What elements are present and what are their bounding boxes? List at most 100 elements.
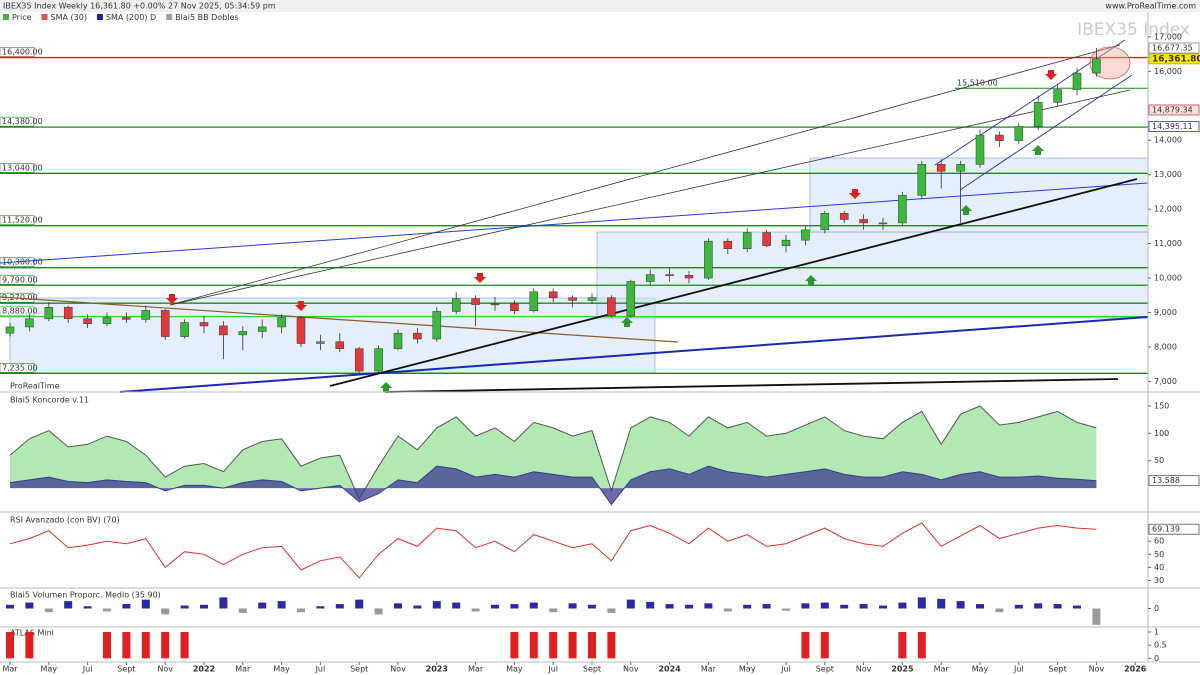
candle-body xyxy=(413,332,422,340)
bar xyxy=(529,602,538,609)
bar xyxy=(1053,604,1062,609)
candle-body xyxy=(936,164,946,172)
y-tick-label: 0.5 xyxy=(1154,641,1167,650)
buy-arrow xyxy=(1032,145,1044,155)
candle-body xyxy=(451,298,461,312)
y-tick-label: 30 xyxy=(1154,576,1164,585)
x-tick-label: Sept xyxy=(583,665,601,674)
candle-body xyxy=(820,213,830,231)
watermark: IBEX35 Index xyxy=(1077,20,1190,40)
candle-body xyxy=(5,326,15,334)
candle-body xyxy=(839,213,849,220)
bar xyxy=(626,599,635,609)
candle-body xyxy=(335,341,345,349)
bar xyxy=(297,608,305,613)
trend-line xyxy=(0,182,1149,264)
bar xyxy=(471,608,480,612)
y-tick-label: 100 xyxy=(1154,429,1169,438)
bar xyxy=(161,608,170,615)
header-site: www.ProRealTime.com xyxy=(1105,2,1196,11)
trend-line xyxy=(169,89,1131,306)
y-tick-label: 8,000 xyxy=(1154,342,1177,351)
header-title: IBEX35 Index Weekly 16,361.80 +0.00% 27 … xyxy=(3,2,276,11)
candle-body xyxy=(529,291,539,312)
bar xyxy=(568,631,577,659)
y-tick-label: 7,000 xyxy=(1154,377,1177,386)
price-tag-box xyxy=(1148,475,1200,487)
candles xyxy=(5,48,1101,375)
buy-arrow xyxy=(380,382,392,392)
candle-body xyxy=(238,331,248,336)
bar xyxy=(898,631,907,659)
candle-body xyxy=(917,164,927,196)
candle-body xyxy=(781,239,791,246)
annotation-label: 15,510.00 xyxy=(957,79,998,88)
x-tick-label: Mar xyxy=(701,665,717,674)
legend-label: SMA (30) xyxy=(51,13,87,22)
candle-body xyxy=(510,303,519,312)
candle-body xyxy=(83,318,92,324)
x-tick-label: 2023 xyxy=(426,665,448,674)
y-tick-label: 16,000 xyxy=(1154,67,1182,76)
x-tick-label: Sept xyxy=(1048,665,1066,674)
panel-title: RSI Avanzado (con BV) (70) xyxy=(10,516,120,525)
bar xyxy=(180,605,189,609)
bar xyxy=(549,631,558,659)
y-tick-label: 13,000 xyxy=(1154,170,1182,179)
candle-body xyxy=(801,229,810,241)
level-label: 7,235.00 xyxy=(2,363,38,372)
candle-body xyxy=(548,291,558,298)
bar xyxy=(685,604,693,609)
candle-body xyxy=(995,134,1004,141)
level-label: 8,880.00 xyxy=(2,307,38,316)
bar xyxy=(898,602,907,609)
panel-separators xyxy=(0,12,1200,663)
bar xyxy=(219,597,228,609)
trend-line xyxy=(384,378,1119,393)
y-tick-label: 150 xyxy=(1154,401,1169,410)
bar xyxy=(665,604,674,609)
trend-line xyxy=(959,74,1133,191)
trend-line xyxy=(329,178,1138,387)
bar xyxy=(782,608,790,611)
bar xyxy=(917,597,926,609)
x-tick-label: Jul xyxy=(1013,665,1024,674)
candle-body xyxy=(1053,89,1062,103)
level-label-box xyxy=(0,362,35,373)
legend-swatch xyxy=(166,14,173,20)
candle-body xyxy=(704,240,713,279)
candle-body xyxy=(44,307,54,320)
candle-body xyxy=(626,281,636,317)
y-tick-label: 40 xyxy=(1154,563,1164,572)
legend-label: Price xyxy=(12,13,32,22)
bar xyxy=(510,631,519,659)
buy-arrow xyxy=(621,317,633,327)
bar xyxy=(995,608,1004,613)
header-bar xyxy=(0,0,1200,12)
x-tick-label: Nov xyxy=(1089,665,1105,674)
bar xyxy=(607,631,616,659)
candle-body xyxy=(63,307,73,319)
candle-body xyxy=(219,325,228,336)
bar xyxy=(840,604,849,609)
candle-body xyxy=(1014,126,1024,141)
level-label: 10,300.00 xyxy=(2,258,43,267)
x-tick-label: Jul xyxy=(315,665,326,674)
area-line xyxy=(9,405,1097,501)
x-tick-label: Mar xyxy=(235,665,251,674)
bar xyxy=(83,606,92,609)
bar xyxy=(801,631,810,659)
x-tick-label: 2025 xyxy=(891,665,914,674)
y-tick-label: 11,000 xyxy=(1154,239,1182,248)
price-tag-box xyxy=(1148,104,1200,116)
x-tick-label: Sept xyxy=(117,665,135,674)
bar xyxy=(44,608,53,613)
candle-body xyxy=(742,232,752,250)
zone xyxy=(9,297,656,374)
bar xyxy=(64,601,73,609)
x-tick-label: Nov xyxy=(390,665,406,674)
buy-arrow xyxy=(805,275,817,285)
branding: ProRealTime xyxy=(10,382,60,391)
x-tick-label: Mar xyxy=(2,665,18,674)
